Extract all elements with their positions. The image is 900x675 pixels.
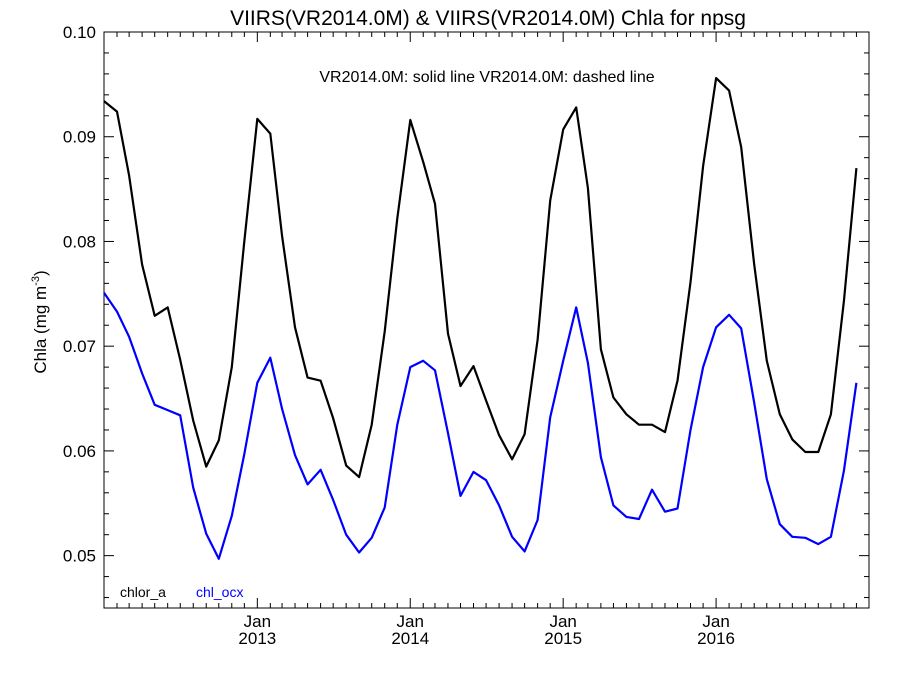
- y-tick-label: 0.08: [63, 232, 96, 251]
- legend-label-chlor-a: chlor_a: [120, 584, 166, 600]
- y-axis-label-text: Chla (mg m: [31, 286, 50, 374]
- series-lines: [103, 76, 858, 560]
- x-tick-label-year: 2016: [697, 629, 735, 648]
- plot-area-frame: [103, 31, 870, 609]
- y-axis-label: Chla (mg m-3): [30, 270, 50, 373]
- series-line-chl-ocx: [103, 292, 858, 560]
- y-tick-label: 0.09: [63, 128, 96, 147]
- x-tick-label-month: Jan: [244, 612, 271, 631]
- y-axis-label-close: ): [31, 270, 50, 276]
- x-tick-label-month: Jan: [549, 612, 576, 631]
- y-axis-label-superscript: -3: [30, 276, 42, 286]
- legend-label-chl-ocx: chl_ocx: [196, 584, 243, 600]
- y-tick-label: 0.05: [63, 547, 96, 566]
- y-tick-label: 0.06: [63, 442, 96, 461]
- legend: chlor_a chl_ocx: [120, 584, 243, 600]
- x-tick-label-year: 2013: [238, 629, 276, 648]
- x-tick-label-year: 2014: [391, 629, 429, 648]
- chart-subtitle: VR2014.0M: solid line VR2014.0M: dashed …: [319, 69, 654, 86]
- y-tick-label: 0.07: [63, 337, 96, 356]
- x-tick-label-year: 2015: [544, 629, 582, 648]
- axis-ticks: 0.050.060.070.080.090.10Jan2013Jan2014Ja…: [63, 23, 869, 648]
- x-tick-label-month: Jan: [397, 612, 424, 631]
- x-tick-label-month: Jan: [702, 612, 729, 631]
- series-line-chlor-a: [103, 76, 858, 479]
- chart-title: VIIRS(VR2014.0M) & VIIRS(VR2014.0M) Chla…: [230, 7, 746, 30]
- y-tick-label: 0.10: [63, 23, 96, 42]
